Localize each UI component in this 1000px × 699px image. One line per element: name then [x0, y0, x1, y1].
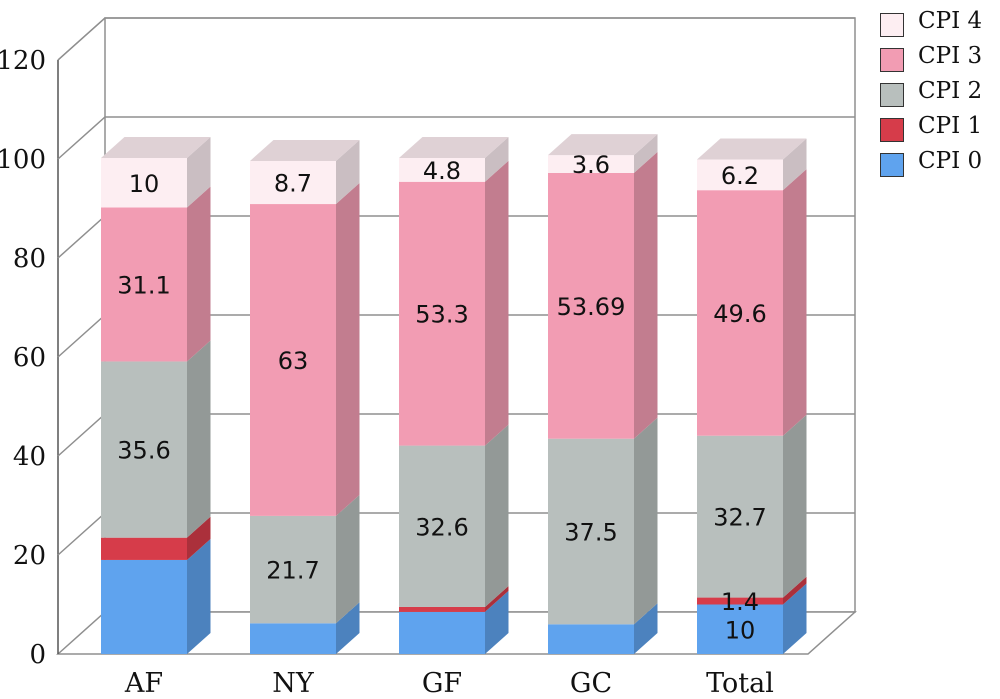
bar-total-cpi-3 [697, 190, 783, 436]
data-label-total-cpi-0: 10 [725, 616, 756, 644]
bar-ny-cpi-2 [250, 515, 336, 624]
bar-stack-total: 101.4 32.7 49.6 6.2 [697, 138, 807, 654]
data-label-ny-cpi-4: 8.7 [274, 170, 312, 198]
legend-label: CPI 3 [918, 43, 983, 69]
x-category-label: NY [272, 668, 315, 699]
x-category-label: GC [570, 668, 612, 699]
bar-gf-cpi-0-side [485, 590, 509, 654]
bar-total-cpi-0-side [783, 583, 807, 654]
bar-total-cpi-2-side [783, 414, 807, 598]
data-label-total-cpi-4: 6.2 [721, 162, 759, 190]
data-label-gf-cpi-2: 32.6 [415, 513, 468, 541]
bar-af-cpi-3 [101, 207, 187, 362]
bar-gc-cpi-3-side [634, 151, 658, 439]
bar-total-cpi-0 [697, 604, 783, 654]
bar-af-cpi-2-side [187, 340, 211, 538]
y-tick-label: 40 [13, 442, 46, 472]
y-tick-label: 100 [0, 145, 46, 175]
bar-gf-cpi-2 [399, 445, 485, 607]
bar-total-cpi-4-side [783, 138, 807, 191]
bar-gf-cpi-4 [399, 158, 485, 182]
data-label-gf-cpi-4: 4.8 [423, 157, 461, 185]
bar-ny-cpi-0 [250, 623, 336, 654]
bar-af-cpi-1-side [187, 516, 211, 560]
bar-gc-top [548, 134, 658, 156]
bar-ny-cpi-4 [250, 160, 336, 205]
bar-stack-gf: 32.6 53.3 4.8 [399, 137, 509, 654]
data-label-ny-cpi-3: 63 [278, 347, 309, 375]
x-category-label: Total [706, 668, 774, 699]
bars: 35.6 31.1 10 AF 21.7 63 8.7 NY 32.6 53.3 4.8 GF 37.5… [101, 134, 807, 699]
data-label-total-cpi-1: 1.4 [721, 588, 759, 616]
bar-gc-cpi-4 [548, 155, 634, 173]
bar-total-cpi-2 [697, 435, 783, 598]
bar-gc-cpi-2-side [634, 417, 658, 625]
bar-gc-cpi-0 [548, 624, 634, 654]
data-label-gf-cpi-3: 53.3 [415, 301, 468, 329]
data-label-ny-cpi-2: 21.7 [266, 557, 319, 585]
bar-af-cpi-1 [101, 537, 187, 560]
gridline [57, 116, 855, 160]
data-label-gc-cpi-3: 53.69 [557, 293, 626, 321]
data-label-total-cpi-2: 32.7 [713, 504, 766, 532]
bar-af-cpi-2 [101, 361, 187, 538]
y-tick-label: 0 [29, 640, 46, 670]
bar-af-top [101, 137, 211, 159]
bar-af-cpi-3-side [187, 186, 211, 362]
bar-gf-cpi-0 [399, 611, 485, 654]
bar-gf-cpi-1-side [485, 585, 509, 612]
bar-ny-cpi-0-side [336, 602, 360, 654]
legend-swatch [880, 118, 904, 142]
bar-gf-cpi-3 [399, 181, 485, 446]
bar-total-cpi-1 [697, 597, 783, 605]
bar-gc-cpi-0-side [634, 603, 658, 654]
bar-total-cpi-1-side [783, 576, 807, 605]
bar-af-cpi-4-side [187, 137, 211, 208]
legend-swatch [880, 13, 904, 37]
bar-af-cpi-0 [101, 559, 187, 654]
legend-swatch [880, 48, 904, 72]
bar-gf-cpi-3-side [485, 160, 509, 446]
bar-stack-ny: 21.7 63 8.7 [250, 139, 360, 654]
legend-swatch [880, 153, 904, 177]
legend-label: CPI 1 [918, 113, 983, 139]
bar-total-cpi-4 [697, 159, 783, 191]
bar-total-cpi-3-side [783, 169, 807, 436]
x-category-label: GF [422, 668, 462, 699]
y-tick-label: 80 [13, 244, 46, 274]
gridline [57, 17, 855, 61]
data-label-af-cpi-3: 31.1 [117, 271, 170, 299]
bar-gc-cpi-4-side [634, 134, 658, 173]
bar-gc-cpi-3 [548, 172, 634, 439]
bar-ny-top [250, 139, 360, 161]
bar-stack-gc: 37.5 53.69 3.6 [548, 134, 658, 654]
bar-gf-cpi-2-side [485, 424, 509, 607]
y-tick-label: 20 [13, 541, 46, 571]
data-label-total-cpi-3: 49.6 [713, 300, 766, 328]
data-label-gc-cpi-4: 3.6 [572, 151, 610, 179]
bar-gc-cpi-2 [548, 438, 634, 625]
legend-label: CPI 4 [918, 8, 983, 34]
bar-ny-cpi-3-side [336, 183, 360, 516]
bar-af-cpi-4 [101, 158, 187, 208]
legend-label: CPI 0 [918, 148, 983, 174]
bar-stack-af: 35.6 31.1 10 [101, 137, 211, 654]
bar-ny-cpi-3 [250, 204, 336, 516]
legend-label: CPI 2 [918, 78, 983, 104]
bar-gf-cpi-1 [399, 606, 485, 612]
y-tick-label: 60 [13, 343, 46, 373]
data-label-af-cpi-4: 10 [129, 170, 160, 198]
bar-gf-top [399, 137, 509, 159]
data-label-gc-cpi-2: 37.5 [564, 518, 617, 546]
data-label-af-cpi-2: 35.6 [117, 437, 170, 465]
y-tick-label: 120 [0, 46, 46, 76]
bar-af-cpi-0-side [187, 538, 211, 654]
bar-gf-cpi-4-side [485, 137, 509, 182]
x-category-label: AF [124, 668, 163, 699]
bar-ny-cpi-2-side [336, 494, 360, 624]
bar-ny-cpi-4-side [336, 139, 360, 205]
bar-total-top [697, 138, 807, 160]
legend-swatch [880, 83, 904, 107]
